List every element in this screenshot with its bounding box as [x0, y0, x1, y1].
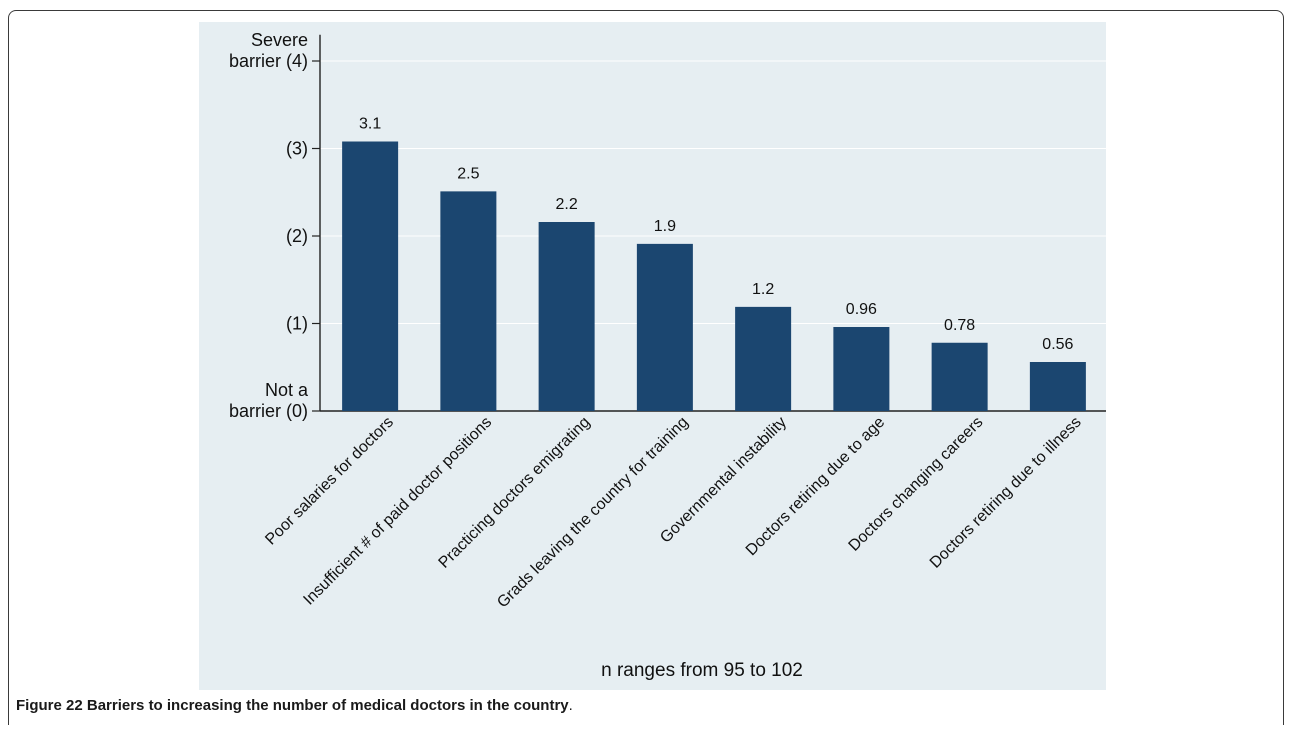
x-tick-label: Insufficient # of paid doctor positions [300, 414, 495, 609]
bar [440, 191, 497, 411]
caption-period: . [568, 697, 573, 714]
bar-value-label: 2.2 [556, 196, 578, 213]
bar [538, 222, 595, 411]
bar-value-label: 2.5 [457, 165, 479, 182]
y-tick-label: barrier (0) [229, 401, 308, 421]
bar-value-label: 3.1 [359, 116, 381, 133]
bar [931, 342, 988, 411]
x-axis-title: n ranges from 95 to 102 [601, 660, 803, 681]
bar [833, 327, 890, 411]
bar-value-label: 0.96 [846, 301, 877, 318]
bar [735, 306, 792, 411]
y-tick-label: barrier (4) [229, 51, 308, 71]
x-tick-label: Grads leaving the country for training [494, 414, 692, 612]
figure-frame [8, 10, 1284, 725]
bar [342, 141, 399, 411]
bar [1029, 362, 1086, 411]
y-tick-label: (1) [286, 314, 308, 334]
y-tick-label: (2) [286, 226, 308, 246]
bar-value-label: 0.56 [1042, 336, 1073, 353]
y-tick-label: Not a [265, 380, 309, 400]
figure-label: Figure 22 [16, 697, 83, 714]
bar-value-label: 0.78 [944, 317, 975, 334]
bar-value-label: 1.9 [654, 218, 676, 235]
bar [636, 243, 693, 411]
y-tick-label: (3) [286, 139, 308, 159]
y-tick-label: Severe [251, 30, 308, 50]
bar-value-label: 1.2 [752, 281, 774, 298]
figure-title: Barriers to increasing the number of med… [86, 697, 569, 714]
figure-caption: Figure 22 Barriers to increasing the num… [16, 697, 573, 714]
